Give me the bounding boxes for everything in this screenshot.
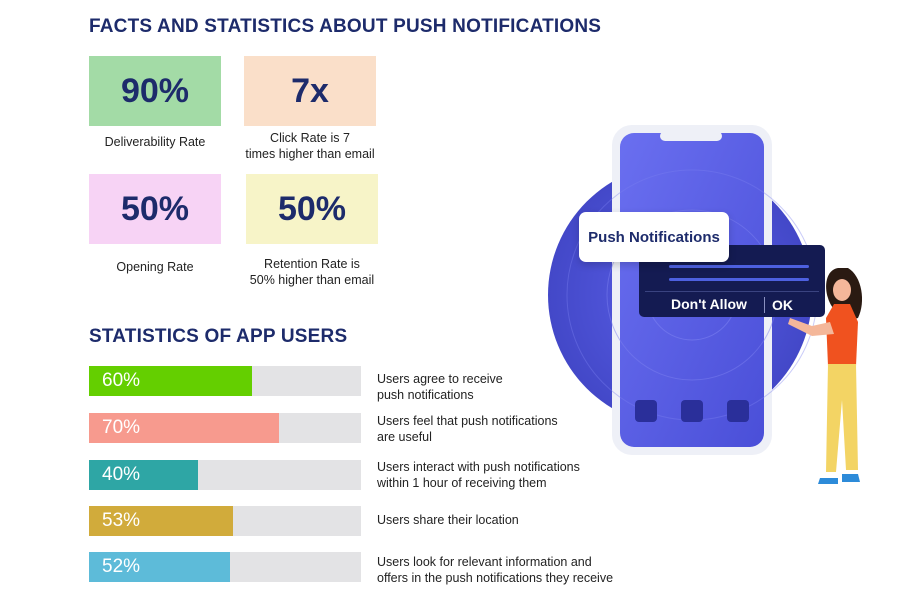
placeholder-line	[669, 278, 809, 281]
desc-line: Users share their location	[377, 513, 519, 527]
bar-useful-track: 70%	[89, 413, 361, 443]
users-heading: STATISTICS OF APP USERS	[89, 326, 348, 347]
bar-percent-label: 53%	[102, 510, 141, 531]
stat-value: 90%	[120, 71, 190, 110]
desc-line: Users look for relevant information and	[377, 555, 592, 569]
desc-line: push notifications	[377, 388, 474, 402]
caption-line: Click Rate is 7	[270, 131, 350, 145]
desc-line: within 1 hour of receiving them	[377, 476, 547, 490]
ok-button[interactable]: OK	[772, 297, 793, 313]
stat-value: 50%	[277, 189, 347, 228]
bar-fill: 53%	[89, 506, 234, 536]
stat-caption-retention-rate: Retention Rate is 50% higher than email	[217, 256, 407, 288]
caption-text: Deliverability Rate	[104, 135, 206, 149]
bar-percent-label: 60%	[102, 370, 141, 391]
stat-box-click-rate: 7x	[244, 56, 376, 126]
dialog-divider	[645, 291, 819, 292]
bar-fill: 60%	[89, 366, 253, 396]
app-icon	[681, 400, 703, 422]
bar-fill: 70%	[89, 413, 280, 443]
bar-description: Users agree to receive push notification…	[377, 371, 627, 403]
dont-allow-button[interactable]: Don't Allow	[671, 296, 747, 312]
bar-relevant-info-track: 52%	[89, 552, 361, 582]
caption-line: Retention Rate is	[264, 257, 360, 271]
bar-description: Users interact with push notifications w…	[377, 459, 627, 491]
desc-line: are useful	[377, 430, 432, 444]
notification-title-card: Push Notifications	[579, 212, 729, 262]
app-icon	[635, 400, 657, 422]
bar-percent-label: 70%	[102, 417, 141, 438]
placeholder-line	[669, 265, 809, 268]
desc-line: Users feel that push notifications	[377, 414, 558, 428]
notification-title: Push Notifications	[588, 228, 720, 246]
bar-location-track: 53%	[89, 506, 361, 536]
facts-heading: FACTS AND STATISTICS ABOUT PUSH NOTIFICA…	[89, 16, 602, 37]
bar-description: Users share their location	[377, 512, 627, 528]
caption-line: times higher than email	[245, 147, 375, 161]
bar-description: Users feel that push notifications are u…	[377, 413, 627, 445]
bar-fill: 40%	[89, 460, 198, 490]
app-icon	[727, 400, 749, 422]
desc-line: Users interact with push notifications	[377, 460, 580, 474]
stat-box-retention-rate: 50%	[246, 174, 378, 244]
stat-value: 50%	[120, 189, 190, 228]
stat-box-deliverability: 90%	[89, 56, 221, 126]
desc-line: Users agree to receive	[377, 372, 503, 386]
stat-box-opening-rate: 50%	[89, 174, 221, 244]
caption-line: 50% higher than email	[249, 273, 375, 287]
stat-value: 7x	[291, 71, 329, 110]
stat-caption-click-rate: Click Rate is 7 times higher than email	[215, 130, 405, 162]
bar-percent-label: 52%	[102, 556, 141, 577]
bar-agree-track: 60%	[89, 366, 361, 396]
woman-figure-icon	[788, 268, 863, 484]
bar-interact-track: 40%	[89, 460, 361, 490]
desc-line: offers in the push notifications they re…	[377, 571, 614, 585]
button-divider	[764, 297, 765, 313]
phone-notch	[660, 131, 722, 141]
bar-description: Users look for relevant information and …	[377, 554, 627, 586]
stat-caption-deliverability: Deliverability Rate	[60, 134, 250, 150]
stat-caption-opening-rate: Opening Rate	[60, 259, 250, 275]
caption-text: Opening Rate	[116, 260, 194, 274]
bar-percent-label: 40%	[102, 464, 141, 485]
bar-fill: 52%	[89, 552, 231, 582]
